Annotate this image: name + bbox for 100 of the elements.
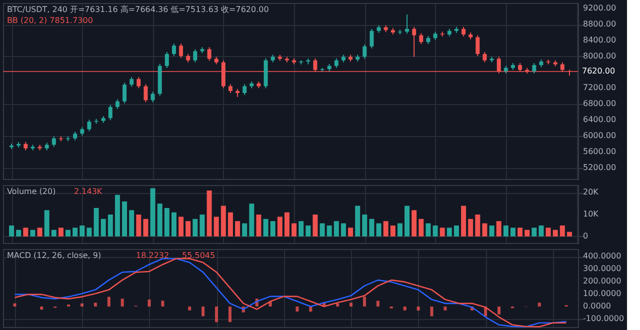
annotation: 18.2232 (136, 251, 170, 260)
bar (86, 228, 92, 236)
bar (468, 218, 474, 236)
bar (362, 296, 366, 307)
bar (524, 230, 530, 236)
bar (489, 225, 494, 236)
y-tick-label: 6800.00 (583, 99, 616, 108)
bar (412, 210, 417, 236)
bar (114, 194, 120, 236)
ref-line-label: 7620.00 (582, 66, 616, 76)
bar (446, 228, 452, 236)
bar (454, 225, 459, 236)
bar (403, 306, 406, 310)
candlestick (532, 62, 536, 74)
bar (270, 221, 276, 236)
bar (249, 204, 254, 236)
bar (404, 206, 410, 236)
bar (532, 228, 537, 236)
candlestick (207, 46, 212, 62)
bar (215, 306, 218, 322)
candlestick (130, 76, 134, 88)
bar (206, 190, 212, 236)
candlestick (179, 43, 184, 58)
annotation: 55.5045 (182, 251, 216, 260)
chart-title: MACD (12, 26, close, 9) (7, 251, 102, 260)
candlestick (242, 84, 247, 96)
bar (37, 228, 42, 236)
bar (51, 230, 56, 236)
bar (9, 225, 14, 236)
candlestick (122, 82, 127, 104)
bar (178, 216, 184, 236)
candlestick (144, 84, 148, 103)
y-tick-label: 5600.00 (583, 146, 616, 156)
bar (58, 228, 64, 236)
bar (298, 221, 304, 236)
bar (277, 216, 282, 236)
bar (100, 218, 106, 236)
candlestick (370, 28, 374, 49)
y-tick-label: 300.0000 (583, 264, 622, 274)
y-tick-label: 400.0000 (583, 252, 622, 261)
bar (122, 201, 128, 236)
bar (440, 228, 445, 236)
bar (44, 210, 50, 236)
y-tick-label: 10K (583, 210, 600, 219)
bar (426, 223, 431, 236)
bar (306, 225, 311, 236)
bar (416, 306, 420, 311)
y-tick-label: 20K (583, 188, 600, 197)
line-series (14, 258, 567, 328)
bar (503, 225, 508, 236)
bar (309, 306, 312, 312)
bar (348, 228, 354, 236)
bar (94, 302, 97, 307)
bar (235, 221, 240, 236)
bar (430, 306, 434, 316)
bar (263, 218, 268, 236)
bar (320, 223, 325, 236)
bar (461, 206, 466, 236)
bar (498, 306, 501, 314)
bar (376, 300, 380, 307)
candlestick (462, 26, 466, 37)
bar (80, 303, 84, 307)
bar (256, 214, 262, 236)
bar (40, 306, 44, 310)
candlestick (362, 44, 367, 60)
bar (192, 218, 198, 236)
bar (150, 188, 156, 236)
candlestick (419, 32, 424, 45)
y-tick-label: 6400.00 (583, 115, 616, 124)
bar (157, 204, 162, 236)
bar (336, 303, 340, 307)
y-tick-label: 0.0000 (583, 302, 611, 311)
bar (72, 228, 78, 236)
candlestick (412, 26, 416, 58)
bar (383, 221, 388, 236)
bar (546, 228, 551, 236)
bar (552, 230, 558, 236)
bar (188, 306, 192, 310)
candlestick (334, 58, 338, 68)
bar (66, 230, 71, 236)
candlestick (52, 136, 56, 148)
bar (120, 298, 124, 307)
bar (538, 225, 544, 236)
bar (362, 214, 368, 236)
bar (161, 300, 164, 307)
bar (164, 208, 170, 236)
bar (355, 206, 360, 236)
bar (538, 302, 541, 307)
bar (510, 228, 516, 236)
annotation: 2.143K (74, 187, 103, 196)
candlestick (476, 34, 480, 56)
y-tick-label: 0 (583, 231, 588, 240)
candlestick (172, 43, 176, 56)
bar (214, 216, 219, 236)
y-tick-label: 8000.00 (583, 51, 616, 60)
y-tick-label: 7200.00 (583, 83, 616, 92)
bar (312, 214, 318, 236)
candlestick (164, 51, 169, 68)
bar (326, 225, 332, 236)
bar (108, 214, 113, 236)
